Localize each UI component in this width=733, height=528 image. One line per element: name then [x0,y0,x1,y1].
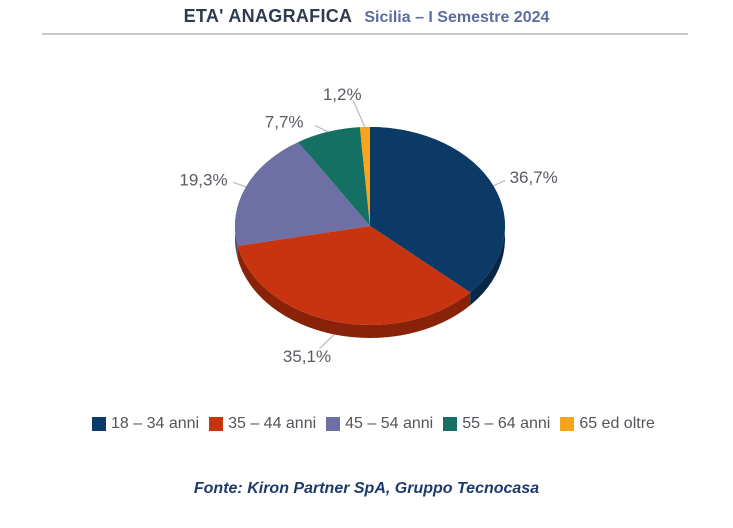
legend-label: 65 ed oltre [579,415,655,432]
legend-swatch-icon [209,416,224,431]
chart-title: ETA' ANAGRAFICA [183,6,353,26]
label-leader-line [232,181,247,188]
legend-item-65-ed-oltre: 65 ed oltre [560,413,655,434]
slice-value-label-45-54-anni: 19,3% [179,170,227,189]
pie-slice-45-54-anni [235,142,370,246]
legend-swatch-icon [560,416,575,431]
pie-slice-18-34-anni [370,127,505,293]
legend-item-18-34-anni: 18 – 34 anni [92,413,199,434]
pie-slice-side-35-44-anni [237,245,471,338]
legend-swatch-icon [92,416,106,431]
chart-header: ETA' ANAGRAFICA Sicilia – I Semestre 202… [0,6,733,27]
legend-label: 18 – 34 anni [111,415,200,432]
chart-legend: 18 – 34 anni 35 – 44 anni 45 – 54 anni 55 –… [92,413,667,434]
slice-value-label-18-34-anni: 36,7% [510,168,558,187]
legend-item-55-64-anni: 55 – 64 anni [443,413,550,434]
label-leader-line [314,124,329,133]
legend-label: 45 – 54 anni [345,415,434,432]
slice-value-label-65-ed-oltre: 1,2% [323,85,362,104]
label-leader-line [493,179,506,187]
pie-slice-55-64-anni [298,127,370,226]
legend-label: 35 – 44 anni [228,415,317,432]
source-note: Fonte: Kiron Partner SpA, Gruppo Tecnoca… [193,480,540,497]
legend-item-35-44-anni: 35 – 44 anni [209,413,316,434]
pie-slice-35-44-anni [237,226,471,325]
header-divider [42,33,688,35]
slice-value-label-55-64-anni: 7,7% [265,112,304,131]
slice-value-label-35-44-anni: 35,1% [283,347,331,366]
label-leader-line [319,334,335,349]
legend-item-45-54-anni: 45 – 54 anni [326,413,433,434]
pie-slice-65-ed-oltre [359,127,370,226]
legend-label: 55 – 64 anni [462,415,551,432]
chart-subtitle: Sicilia – I Semestre 2024 [364,9,550,26]
legend-swatch-icon [326,416,341,431]
label-leader-line [352,100,366,128]
legend-swatch-icon [443,416,458,431]
